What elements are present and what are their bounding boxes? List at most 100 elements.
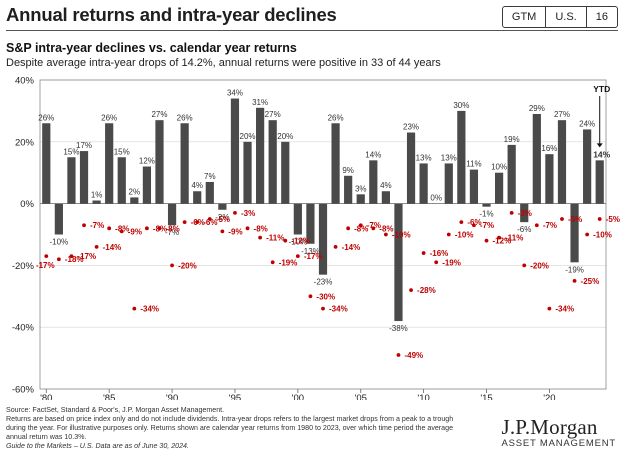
return-label: 0% xyxy=(430,194,442,203)
return-label: 4% xyxy=(380,181,392,190)
decline-dot xyxy=(207,217,212,221)
return-bar xyxy=(318,203,328,275)
decline-label: -8% xyxy=(254,224,268,233)
decline-dot xyxy=(333,244,338,249)
decline-label: -10% xyxy=(593,231,612,240)
x-tick-label: '85 xyxy=(103,393,115,400)
decline-dot xyxy=(509,210,514,215)
return-label: 24% xyxy=(579,119,595,128)
decline-dot xyxy=(69,254,74,259)
return-label: -10% xyxy=(50,238,69,247)
decline-dot xyxy=(308,294,313,299)
return-bar xyxy=(583,129,592,204)
decline-label: -5% xyxy=(216,215,230,224)
decline-dot xyxy=(195,220,200,225)
return-label: 20% xyxy=(240,132,256,141)
decline-label: -6% xyxy=(203,218,217,227)
return-label: 16% xyxy=(541,144,557,153)
return-bar xyxy=(520,203,529,223)
decline-dot xyxy=(94,244,99,249)
y-tick-label: 0% xyxy=(20,199,34,210)
x-tick-label: '90 xyxy=(166,393,178,400)
decline-dot xyxy=(295,254,300,259)
decline-dot xyxy=(233,210,237,215)
return-label: 15% xyxy=(63,147,79,156)
return-bar xyxy=(230,98,240,204)
footnote-source: Source: FactSet, Standard & Poor's, J.P.… xyxy=(6,406,225,414)
return-label: 27% xyxy=(265,110,281,119)
decline-dot xyxy=(56,257,61,262)
return-bar xyxy=(557,120,567,204)
return-label: 10% xyxy=(491,163,507,172)
return-bar xyxy=(507,144,516,204)
return-label: 3% xyxy=(355,184,367,193)
decline-label: -8% xyxy=(115,224,129,233)
decline-dot xyxy=(258,235,263,240)
return-bar xyxy=(444,163,453,204)
decline-label: -11% xyxy=(505,234,523,243)
decline-dot xyxy=(409,288,413,293)
decline-dot xyxy=(534,223,539,228)
return-bar xyxy=(344,175,353,204)
return-label: -7% xyxy=(165,228,179,237)
return-bar xyxy=(167,203,177,226)
return-label: 30% xyxy=(453,101,469,110)
y-tick-label: -60% xyxy=(12,385,35,396)
return-bar xyxy=(243,141,252,204)
ytd-label: YTD xyxy=(593,84,610,94)
decline-label: -17% xyxy=(36,261,55,270)
page-badges: GTM U.S. 16 xyxy=(501,6,618,28)
footnote-guide: Guide to the Markets – U.S. Data are as … xyxy=(6,442,189,450)
return-label: 17% xyxy=(76,141,92,150)
decline-dot xyxy=(434,260,439,265)
decline-label: -25% xyxy=(581,277,600,286)
decline-label: -10% xyxy=(392,231,411,240)
return-label: 13% xyxy=(441,153,457,162)
decline-label: -5% xyxy=(568,215,582,224)
jpmorgan-logo: J.P.Morgan ASSET MANAGEMENT xyxy=(501,415,616,449)
decline-dot xyxy=(245,226,250,231)
decline-label: -14% xyxy=(342,243,361,252)
returns-chart: 40% 20% 0% -20% -40% -60% '80 '85 '90 '95 '00 '05 '1… xyxy=(12,76,620,401)
ytd-arrow-head xyxy=(596,143,603,148)
decline-dot xyxy=(170,263,174,268)
return-label: 29% xyxy=(529,104,545,113)
return-bar xyxy=(42,123,51,204)
badge-gtm: GTM xyxy=(503,7,547,27)
decline-label: -3% xyxy=(241,209,255,218)
x-tick-label: '15 xyxy=(480,393,492,400)
return-bar xyxy=(494,172,504,204)
return-bar xyxy=(105,123,114,204)
return-label: 26% xyxy=(38,113,54,122)
decline-dot xyxy=(484,238,489,243)
decline-dot xyxy=(132,306,137,311)
decline-label: -7% xyxy=(90,221,104,230)
logo-subtitle: ASSET MANAGEMENT xyxy=(501,438,616,449)
decline-label: -20% xyxy=(178,261,197,270)
x-tick-label: '20 xyxy=(543,393,555,400)
decline-label: -12% xyxy=(493,237,512,246)
decline-label: -30% xyxy=(316,292,335,301)
y-tick-label: -20% xyxy=(12,261,35,272)
decline-label: -19% xyxy=(442,258,461,267)
badge-region: U.S. xyxy=(546,7,587,27)
decline-dot xyxy=(157,226,162,231)
return-bar xyxy=(205,181,214,204)
decline-label: -17% xyxy=(77,252,96,261)
decline-dot xyxy=(82,223,86,228)
decline-label: -12% xyxy=(291,237,310,246)
decline-label: -9% xyxy=(128,227,142,236)
return-bar xyxy=(67,157,76,204)
return-label: 19% xyxy=(504,135,520,144)
return-bar xyxy=(142,166,152,204)
return-bar xyxy=(180,123,189,204)
decline-dot xyxy=(283,238,288,243)
return-label: -10% xyxy=(289,238,308,247)
return-bar xyxy=(469,169,479,204)
decline-dot xyxy=(182,220,187,225)
decline-dot xyxy=(459,220,464,225)
decline-label: -10% xyxy=(455,231,474,240)
return-bar xyxy=(331,123,340,204)
x-tick-label: '80 xyxy=(40,393,52,400)
decline-dot xyxy=(560,217,564,221)
